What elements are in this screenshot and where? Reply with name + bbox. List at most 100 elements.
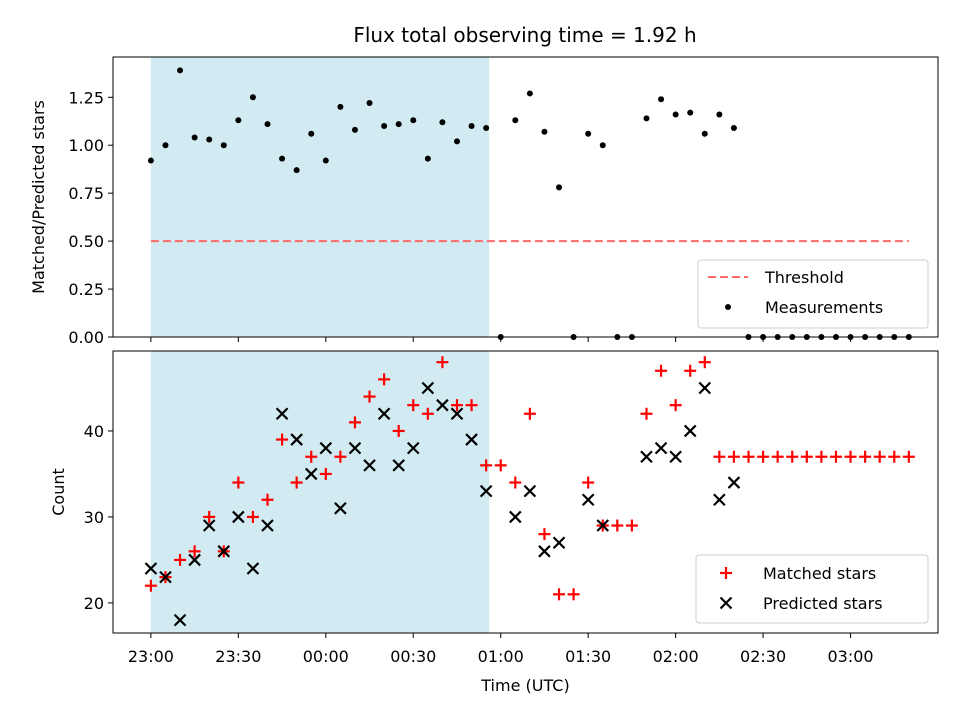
predicted-star-point: [436, 398, 449, 412]
measurement-point: [424, 155, 431, 162]
predicted-star-point: [698, 381, 712, 395]
predicted-star-point: [348, 441, 362, 455]
count-x-tick-label: 23:00: [128, 647, 174, 666]
matched-star-point: [815, 450, 828, 463]
matched-star-point: [640, 407, 653, 420]
predicted-star-point: [727, 476, 741, 489]
matched-star-point: [407, 399, 420, 412]
measurement-points: [147, 67, 912, 340]
matched-star-point: [553, 588, 566, 601]
count-x-tick-label: 01:00: [478, 647, 524, 666]
measurement-point: [381, 123, 388, 130]
predicted-star-point: [581, 493, 595, 507]
ratio-y-ticks: 0.00 0.25 0.50 0.75 1.00 1.25: [68, 88, 113, 347]
matched-star-point: [742, 450, 755, 463]
matched-star-point: [611, 519, 624, 532]
predicted-star-point: [596, 519, 610, 532]
legend-predicted-swatch: [719, 596, 733, 610]
matched-star-point: [363, 390, 376, 403]
legend-matched-label: Matched stars: [763, 564, 876, 583]
measurement-point: [264, 121, 271, 128]
matched-star-point: [378, 373, 391, 386]
matched-star-point: [421, 407, 434, 420]
count-x-tick-label: 00:00: [303, 647, 349, 666]
measurement-point: [687, 109, 694, 116]
predicted-stars-points: [144, 381, 741, 627]
legend-predicted-label: Predicted stars: [763, 594, 883, 613]
ratio-shaded-span: [150, 57, 490, 337]
measurement-point: [585, 130, 592, 137]
predicted-star-point: [261, 519, 274, 532]
measurement-point: [249, 94, 256, 101]
matched-star-point: [188, 545, 201, 558]
measurement-point: [308, 130, 315, 137]
matched-star-point: [436, 356, 449, 369]
predicted-star-point: [202, 519, 216, 532]
measurement-point: [658, 96, 665, 103]
measurement-point: [730, 124, 737, 131]
predicted-star-point: [377, 407, 391, 421]
predicted-star-point: [246, 562, 260, 575]
legend-measurement-label: Measurements: [765, 298, 883, 317]
matched-star-point: [713, 450, 726, 463]
matched-star-point: [144, 579, 157, 592]
matched-star-point: [873, 450, 886, 463]
measurement-point: [701, 130, 708, 137]
predicted-star-point: [290, 433, 303, 446]
measurement-point: [556, 184, 563, 191]
matched-star-point: [319, 467, 332, 480]
measurement-point: [541, 128, 548, 135]
matched-star-point: [727, 450, 740, 463]
predicted-star-point: [683, 424, 697, 438]
chart-title: Flux total observing time = 1.92 h: [353, 23, 696, 47]
matched-star-point: [844, 450, 857, 463]
measurement-point: [220, 142, 227, 149]
matched-star-point: [261, 493, 274, 506]
matched-star-point: [567, 588, 580, 601]
matched-star-point: [203, 510, 216, 523]
count-x-tick-label: 00:30: [390, 647, 436, 666]
legend-measurement-swatch: [725, 304, 731, 310]
ratio-y-tick-label: 1.00: [68, 136, 104, 155]
measurement-point: [293, 167, 300, 174]
matched-star-point: [465, 399, 478, 412]
predicted-star-point: [654, 441, 668, 455]
measurement-point: [410, 117, 417, 124]
measurement-point: [366, 100, 373, 107]
predicted-star-point: [188, 553, 201, 567]
predicted-star-point: [144, 562, 158, 575]
matched-star-point: [480, 459, 493, 472]
predicted-star-point: [304, 467, 318, 481]
ratio-legend: Threshold Measurements: [697, 259, 929, 329]
measurement-point: [235, 117, 242, 124]
count-x-tick-label: 03:00: [827, 647, 873, 666]
predicted-star-point: [173, 613, 187, 627]
ratio-legend-box: [697, 259, 929, 329]
predicted-star-point: [406, 441, 420, 455]
matched-star-point: [494, 459, 507, 472]
measurement-point: [453, 138, 460, 145]
count-y-tick-label: 30: [84, 508, 104, 527]
measurement-point: [177, 67, 184, 74]
measurement-point: [279, 155, 286, 162]
ratio-panel: 0.00 0.25 0.50 0.75 1.00 1.25 Matched/Predict…: [29, 56, 939, 347]
matched-star-point: [232, 476, 245, 489]
predicted-star-point: [275, 407, 289, 421]
count-x-tick-label: 02:00: [653, 647, 699, 666]
matched-star-point: [246, 510, 259, 523]
matched-star-point: [582, 476, 595, 489]
count-axes-frame: [112, 350, 939, 634]
ratio-y-tick-label: 0.50: [68, 232, 104, 251]
matched-star-point: [276, 433, 289, 446]
legend-threshold-label: Threshold: [764, 268, 844, 287]
predicted-star-point: [450, 407, 464, 421]
measurement-point: [206, 136, 213, 143]
measurement-point: [162, 142, 169, 149]
matched-star-point: [655, 364, 668, 377]
measurement-point: [512, 117, 519, 124]
predicted-star-point: [232, 510, 245, 524]
matched-star-point: [392, 424, 405, 437]
count-legend-box: [695, 554, 929, 624]
matched-star-point: [450, 399, 463, 412]
